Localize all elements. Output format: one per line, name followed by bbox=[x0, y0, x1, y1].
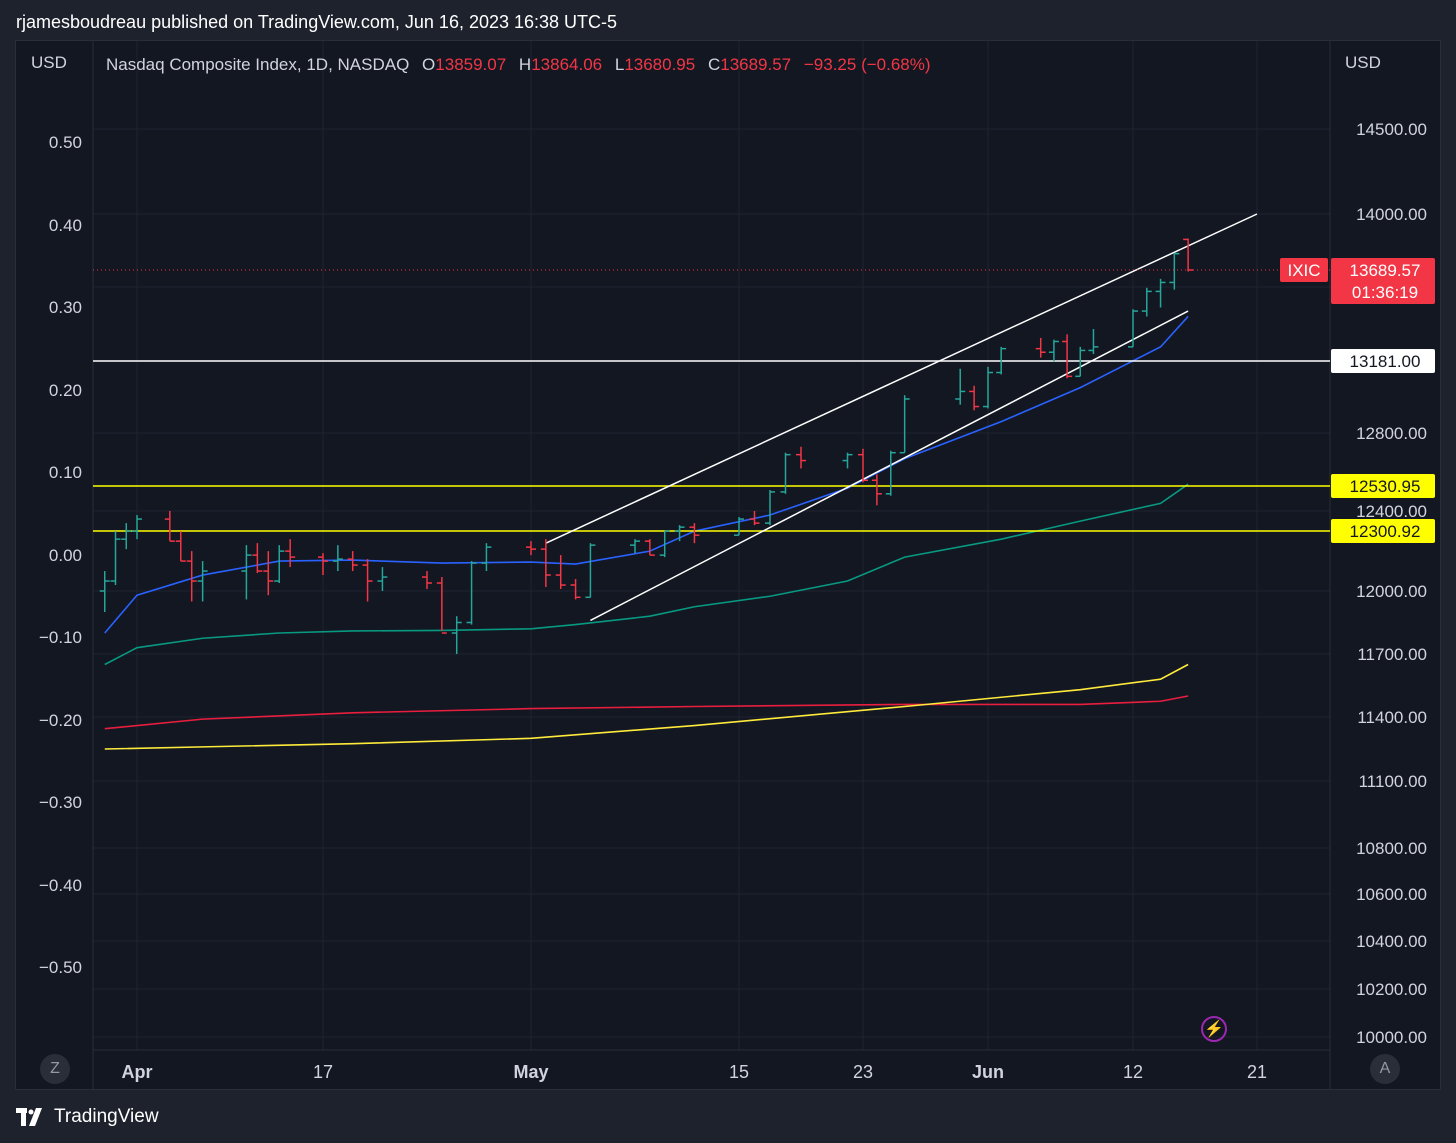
moving-average-blue bbox=[104, 315, 1189, 634]
right-axis-tick-label: 14500.00 bbox=[1356, 120, 1427, 139]
left-axis-tick-label: −0.50 bbox=[39, 958, 82, 977]
tradingview-logo[interactable]: TradingView bbox=[16, 1106, 159, 1128]
horizontal-level-label: 12530.95 bbox=[1350, 477, 1421, 496]
legend-high-label: H bbox=[518, 55, 532, 74]
tradingview-logo-icon bbox=[16, 1108, 42, 1126]
legend-high: 13864.06 bbox=[531, 55, 603, 74]
right-axis-tick-label: 12400.00 bbox=[1356, 502, 1427, 521]
left-axis-tick-label: 0.00 bbox=[49, 546, 82, 565]
right-axis-tick-label: 11700.00 bbox=[1357, 645, 1427, 664]
legend-open-label: O bbox=[422, 55, 436, 74]
moving-average-yellow bbox=[104, 663, 1189, 750]
publish-header: rjamesboudreau published on TradingView.… bbox=[0, 0, 1456, 40]
symbol-tag-label: IXIC bbox=[1287, 261, 1320, 280]
left-axis-tick-label: 0.50 bbox=[49, 133, 82, 152]
left-axis-tick-label: 0.30 bbox=[49, 298, 82, 317]
time-axis-tick-label: 17 bbox=[313, 1062, 333, 1082]
price-chart[interactable]: 0.50 0.40 0.30 0.20 0.10 0.00 −0.10 −0.20 −0.30 −… bbox=[16, 41, 1440, 1089]
time-axis-tick-label: 12 bbox=[1123, 1062, 1143, 1082]
time-axis-tick-label: May bbox=[513, 1062, 548, 1082]
right-axis-unit: USD bbox=[1345, 53, 1381, 72]
last-price-label: 13689.57 bbox=[1350, 261, 1421, 280]
legend-low: 13680.95 bbox=[624, 55, 696, 74]
countdown-label: 01:36:19 bbox=[1352, 283, 1418, 302]
left-axis-unit: USD bbox=[31, 53, 67, 72]
left-scale-button[interactable]: Z bbox=[40, 1054, 70, 1084]
left-axis-tick-label: 0.10 bbox=[49, 463, 82, 482]
left-axis-tick-label: 0.40 bbox=[49, 216, 82, 235]
footer-bar: TradingView bbox=[0, 1092, 1456, 1143]
time-axis-tick-label: Jun bbox=[972, 1062, 1004, 1082]
ohlc-legend: Nasdaq Composite Index, 1D, NASDAQ O1385… bbox=[106, 55, 931, 75]
left-axis-tick-label: −0.30 bbox=[39, 793, 82, 812]
right-axis-tick-label: 14000.00 bbox=[1356, 205, 1427, 224]
right-axis-tick-label: 10200.00 bbox=[1356, 980, 1427, 999]
horizontal-level-label: 13181.00 bbox=[1350, 352, 1421, 371]
auto-scale-label: A bbox=[1379, 1060, 1391, 1077]
right-axis-tick-label: 11400.00 bbox=[1357, 708, 1427, 727]
time-axis-tick-label: 23 bbox=[853, 1062, 873, 1082]
moving-average-red bbox=[104, 695, 1189, 730]
lightning-icon[interactable]: ⚡ bbox=[1201, 1016, 1227, 1042]
chart-panel[interactable]: 0.50 0.40 0.30 0.20 0.10 0.00 −0.10 −0.20 −0.30 −… bbox=[15, 40, 1441, 1090]
symbol-tag bbox=[1280, 258, 1328, 282]
auto-scale-button[interactable]: A bbox=[1370, 1054, 1400, 1084]
right-axis-tick-label: 10000.00 bbox=[1356, 1028, 1427, 1047]
horizontal-level-tag bbox=[1331, 519, 1435, 543]
time-axis-tick-label: 15 bbox=[729, 1062, 749, 1082]
trend-channel-upper bbox=[545, 213, 1258, 544]
right-axis-tick-label: 10400.00 bbox=[1356, 932, 1427, 951]
right-axis-tick-label: 11100.00 bbox=[1359, 772, 1427, 791]
time-axis-tick-label: Apr bbox=[122, 1062, 153, 1082]
left-axis-tick-label: 0.20 bbox=[49, 381, 82, 400]
publish-info: rjamesboudreau published on TradingView.… bbox=[16, 12, 618, 32]
legend-close-label: C bbox=[707, 55, 721, 74]
horizontal-level-tag bbox=[1331, 474, 1435, 498]
left-axis-tick-label: −0.40 bbox=[39, 876, 82, 895]
right-axis-tick-label: 10800.00 bbox=[1356, 839, 1427, 858]
legend-close: 13689.57 bbox=[720, 55, 792, 74]
legend-symbol: Nasdaq Composite Index, 1D, NASDAQ bbox=[106, 55, 410, 74]
right-axis-tick-label: 12000.00 bbox=[1356, 582, 1427, 601]
left-axis-tick-label: −0.20 bbox=[39, 711, 82, 730]
left-scale-label: Z bbox=[50, 1060, 60, 1077]
horizontal-level-label: 12300.92 bbox=[1350, 522, 1421, 541]
time-axis-tick-label: 21 bbox=[1247, 1062, 1267, 1082]
right-axis-tick-label: 12800.00 bbox=[1356, 424, 1427, 443]
legend-low-label: L bbox=[614, 55, 625, 74]
trend-channel-lower bbox=[590, 310, 1189, 622]
right-axis-tick-label: 10600.00 bbox=[1356, 885, 1427, 904]
legend-change: −93.25 (−0.68%) bbox=[803, 55, 931, 74]
last-price-tag bbox=[1331, 258, 1435, 304]
horizontal-level-tag bbox=[1331, 349, 1435, 373]
left-axis-tick-label: −0.10 bbox=[39, 628, 82, 647]
tradingview-brand: TradingView bbox=[54, 1106, 159, 1127]
moving-average-green bbox=[104, 483, 1189, 666]
legend-open: 13859.07 bbox=[435, 55, 507, 74]
